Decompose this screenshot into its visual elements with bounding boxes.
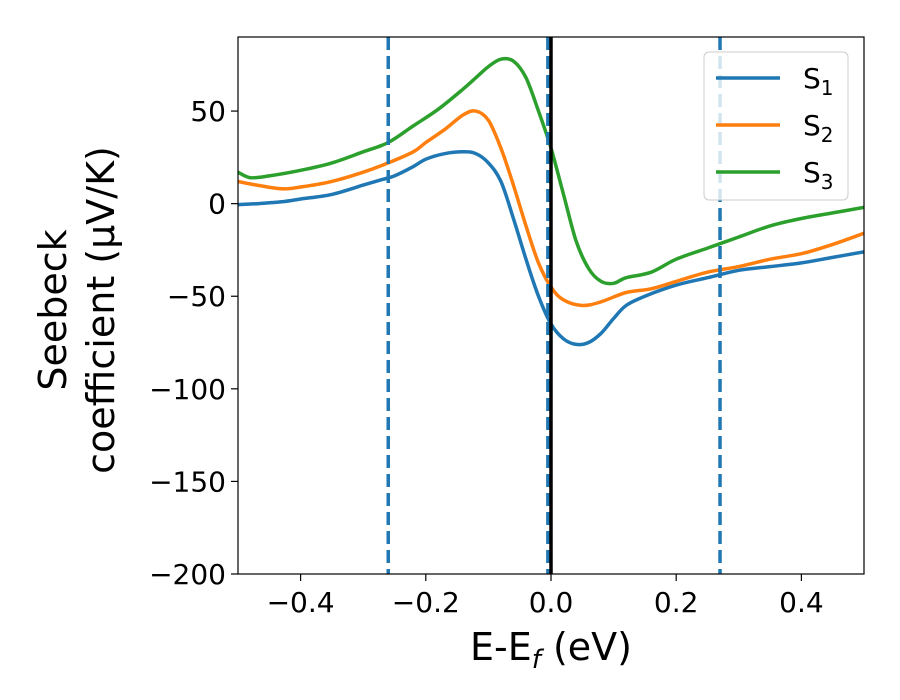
legend-label-s2: S2 [803,109,834,147]
x-axis-label-unit: (eV) [541,625,632,669]
x-tick-label: −0.4 [267,586,335,619]
y-tick-label: 0 [208,188,226,221]
y-axis-label: Seebeck coefficient (μV/K) [31,146,123,474]
y-tick-label: −100 [149,373,226,406]
x-axis-label-main: E-E [470,625,532,669]
y-axis-label-line2: coefficient (μV/K) [79,146,123,474]
y-tick-label: −50 [167,280,226,313]
y-tick-label: −200 [149,558,226,591]
y-tick-label: −150 [149,465,226,498]
legend-label-s3: S3 [803,156,834,194]
legend: S1 S2 S3 [703,51,849,201]
series-line-s2 [238,109,864,308]
x-tick-label: 0.4 [779,586,824,619]
series-line-s3 [238,56,864,286]
x-axis-label: E-Ef (eV) [470,625,632,675]
x-tick-label: 0.2 [654,586,699,619]
y-axis-label-line1: Seebeck [31,229,75,390]
x-tick-label: 0.0 [529,586,574,619]
y-tick-label: 50 [190,95,226,128]
x-tick-label: −0.2 [392,586,460,619]
legend-label-s1: S1 [803,62,834,100]
series-line-s1 [238,150,864,347]
